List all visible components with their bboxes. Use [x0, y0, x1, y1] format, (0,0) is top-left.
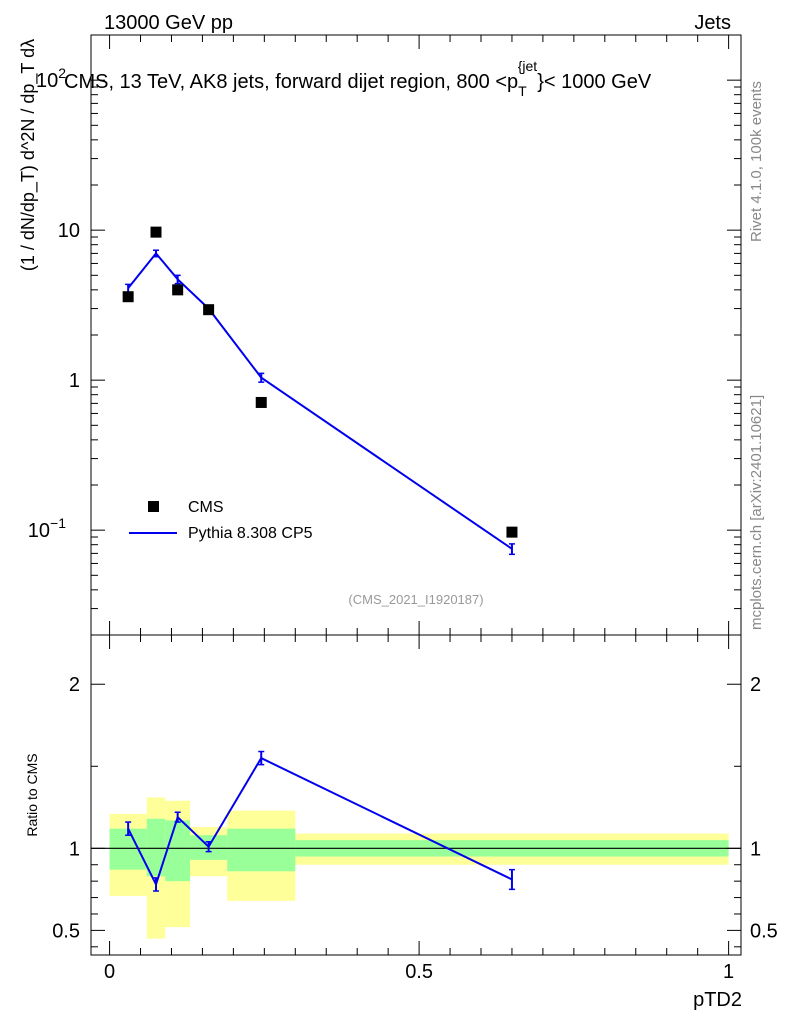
- ratio-series-layer: [125, 750, 515, 892]
- main-series-layer: [122, 226, 518, 556]
- plot-title-main: CMS, 13 TeV, AK8 jets, forward dijet reg…: [64, 71, 518, 93]
- plot-title: CMS, 13 TeV, AK8 jets, forward dijet reg…: [64, 58, 652, 99]
- ratio-y-tick-label-right: 1: [750, 838, 761, 860]
- pythia-line: [127, 251, 513, 550]
- main-y-tick-label: 10: [58, 220, 80, 242]
- ratio-y-axis-label-text: Ratio to CMS: [24, 753, 40, 836]
- plot-title-end: }< 1000 GeV: [537, 71, 652, 93]
- main-y-tick-exponent: 2: [58, 65, 66, 81]
- x-axis-label: pTD2: [693, 989, 742, 1011]
- cms-data-point: [506, 526, 518, 538]
- cms-data-point: [122, 291, 134, 303]
- category-label: Jets: [694, 12, 731, 34]
- main-y-tick-label: 10−1: [28, 515, 66, 542]
- x-tick-label: 0.5: [405, 961, 433, 983]
- legend-pythia-label: Pythia 8.308 CP5: [188, 525, 313, 542]
- main-y-tick-exponent: −1: [50, 515, 66, 531]
- cms-data-point: [150, 226, 162, 238]
- x-tick-label: 0: [104, 961, 115, 983]
- ratio-y-tick-label-right: 0.5: [750, 920, 778, 942]
- ratio-axis-ticks: 0.5 0.5 1 1 2 2 0 0.5 1: [52, 635, 778, 983]
- main-plot-frame: [90, 34, 742, 636]
- main-y-axis-label: (1 / dN/dp_T) d^2N / dp_T dλ: [18, 39, 39, 271]
- ratio-plot-frame: [90, 634, 742, 956]
- main-axis-ticks: 102 10 1 10−1: [28, 34, 741, 636]
- ratio-y-tick-label-left: 2: [69, 674, 80, 696]
- ratio-y-tick-label-left: 1: [69, 838, 80, 860]
- legend-cms-marker: [148, 501, 159, 512]
- plot-title-sub: T: [518, 83, 527, 99]
- ratio-stat-uncertainty-band: [165, 820, 191, 882]
- ratio-pythia-line: [127, 756, 513, 888]
- cms-data-point: [203, 304, 215, 316]
- plot-title-sup: {jet: [518, 58, 538, 74]
- rivet-version-label: Rivet 4.1.0, 100k events: [748, 81, 765, 242]
- ratio-y-tick-label-right: 2: [750, 674, 761, 696]
- mcplots-label: mcplots.cern.ch [arXiv:2401.10621]: [748, 395, 765, 630]
- ratio-stat-uncertainty-band: [227, 828, 296, 872]
- ratio-uncertainty-bands: [91, 797, 741, 939]
- ratio-y-tick-label-left: 0.5: [52, 920, 80, 942]
- legend-cms-label: CMS: [188, 499, 224, 516]
- mcplots-label-group: mcplots.cern.ch [arXiv:2401.10621]: [748, 395, 765, 630]
- cms-data-point: [255, 396, 267, 408]
- beam-label: 13000 GeV pp: [104, 12, 233, 34]
- ratio-y-axis-label: Ratio to CMS: [24, 753, 40, 836]
- rivet-label-group: Rivet 4.1.0, 100k events: [748, 81, 765, 242]
- main-y-tick-label: 102: [36, 65, 66, 92]
- main-y-tick-label: 1: [69, 370, 80, 392]
- cms-data-point: [172, 284, 184, 296]
- ratio-stat-uncertainty-band: [146, 818, 166, 877]
- analysis-watermark: (CMS_2021_I1920187): [348, 592, 483, 607]
- main-y-axis-label-text: (1 / dN/dp_T) d^2N / dp_T dλ: [18, 39, 39, 271]
- x-tick-label: 1: [723, 961, 734, 983]
